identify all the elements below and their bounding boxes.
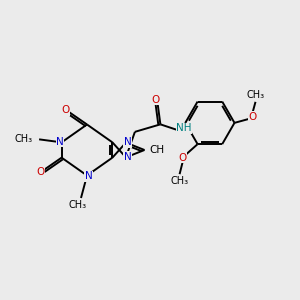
Text: CH₃: CH₃	[246, 90, 265, 100]
Text: CH₃: CH₃	[14, 134, 32, 144]
Text: O: O	[178, 153, 187, 163]
Text: N: N	[124, 152, 131, 162]
Text: NH: NH	[176, 123, 191, 133]
Text: CH₃: CH₃	[69, 200, 87, 210]
Text: N: N	[124, 137, 131, 147]
Text: O: O	[151, 95, 159, 105]
Text: CH: CH	[149, 145, 164, 155]
Text: N: N	[85, 171, 92, 181]
Text: N: N	[56, 137, 64, 147]
Text: O: O	[36, 167, 44, 177]
Text: O: O	[61, 105, 70, 116]
Text: CH₃: CH₃	[170, 176, 189, 186]
Text: O: O	[248, 112, 256, 122]
